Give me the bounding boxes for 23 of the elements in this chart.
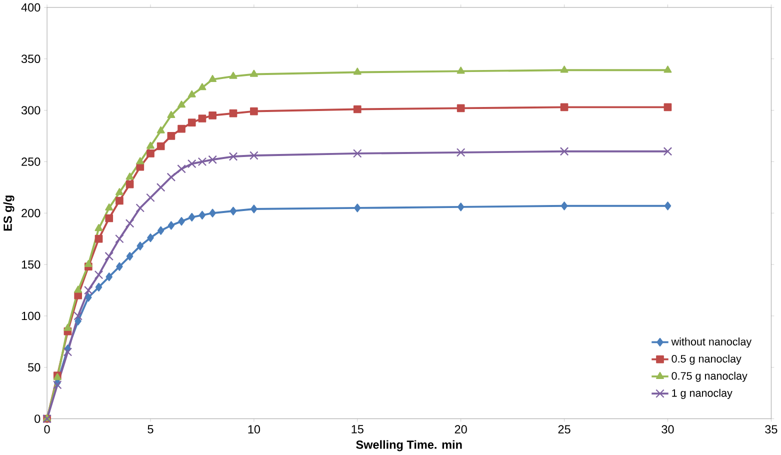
x-tick-label: 35 (765, 425, 778, 434)
y-tick-label: 150 (22, 260, 40, 269)
x-tick-label: 25 (558, 425, 570, 434)
x-tick-label: 0 (44, 425, 50, 434)
y-tick-label: 250 (22, 158, 40, 166)
y-tick-label: 100 (22, 312, 40, 320)
legend-label: 0.5 g nanoclay (672, 354, 742, 365)
y-tick-label: 0 (34, 414, 40, 424)
y-axis-title: ES g/g (3, 196, 14, 231)
y-tick-label: 50 (28, 363, 40, 372)
x-tick-label: 15 (352, 425, 364, 434)
x-axis-title: Swelling Time. min (356, 440, 462, 452)
legend-label: without nanoclay (671, 338, 752, 348)
y-tick-label: 200 (22, 209, 40, 218)
legend-label: 0.75 g nanoclay (672, 372, 748, 382)
y-tick-label: 300 (21, 106, 40, 115)
legend-label: 1 g nanoclay (672, 389, 732, 400)
x-tick-label: 5 (148, 425, 154, 434)
x-tick-label: 30 (662, 425, 674, 434)
y-tick-label: 400 (21, 4, 40, 12)
x-tick-label: 10 (248, 425, 260, 434)
x-tick-label: 20 (454, 425, 467, 434)
y-tick-label: 350 (21, 54, 40, 64)
